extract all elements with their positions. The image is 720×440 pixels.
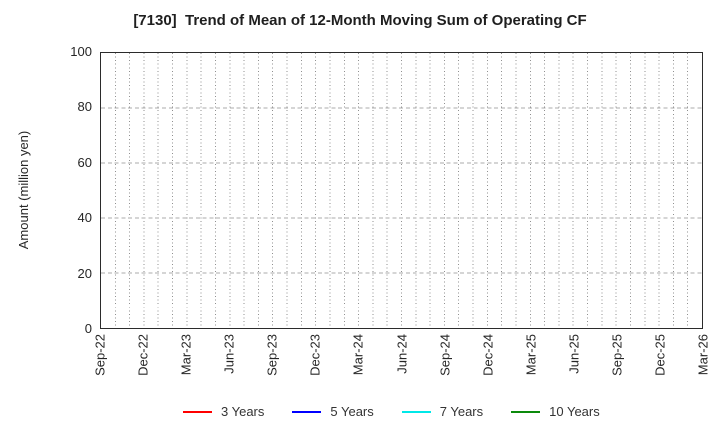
- legend: 3 Years 5 Years 7 Years 10 Years: [183, 404, 600, 419]
- x-tick-label: Dec-23: [307, 334, 323, 376]
- legend-line-swatch: [183, 410, 212, 413]
- grid: [101, 53, 702, 328]
- legend-label: 7 Years: [439, 404, 484, 419]
- legend-item: 3 Years: [183, 404, 264, 419]
- legend-item: 5 Years: [292, 404, 374, 419]
- legend-item: 7 Years: [401, 404, 484, 419]
- y-tick-label: 100: [70, 44, 92, 59]
- y-tick-label: 80: [77, 99, 92, 115]
- y-tick-label: 60: [77, 154, 92, 170]
- y-tick-label: 0: [84, 321, 92, 336]
- x-tick-label: Sep-22: [92, 334, 108, 376]
- x-tick-label: Mar-26: [695, 334, 711, 376]
- legend-label: 10 Years: [549, 404, 600, 419]
- x-tick-label: Mar-23: [178, 334, 194, 376]
- x-tick-label: Mar-24: [350, 334, 366, 376]
- x-tick-label: Dec-22: [135, 334, 151, 376]
- y-tick-label: 20: [77, 265, 92, 281]
- x-tick-label: Jun-24: [394, 334, 409, 374]
- legend-item: 10 Years: [511, 404, 600, 419]
- x-tick-label: Jun-25: [566, 334, 582, 374]
- x-tick-label: Dec-24: [480, 334, 496, 376]
- plot-area: [100, 52, 703, 329]
- x-tick-label: Mar-25: [523, 334, 539, 376]
- x-tick-label: Sep-23: [264, 334, 280, 376]
- legend-label: 5 Years: [330, 404, 374, 419]
- legend-line-swatch: [401, 410, 431, 413]
- chart-title: [7130] Trend of Mean of 12-Month Moving …: [133, 12, 587, 29]
- legend-line-swatch: [511, 410, 541, 413]
- x-tick-label: Dec-25: [652, 334, 668, 376]
- legend-label: 3 Years: [221, 404, 265, 419]
- y-axis-label: Amount (million yen): [16, 130, 31, 250]
- x-tick-label: Sep-25: [609, 334, 625, 376]
- x-tick-label: Sep-24: [437, 334, 453, 376]
- x-tick-label: Jun-23: [221, 334, 237, 374]
- legend-line-swatch: [292, 410, 322, 413]
- y-tick-label: 40: [77, 210, 92, 226]
